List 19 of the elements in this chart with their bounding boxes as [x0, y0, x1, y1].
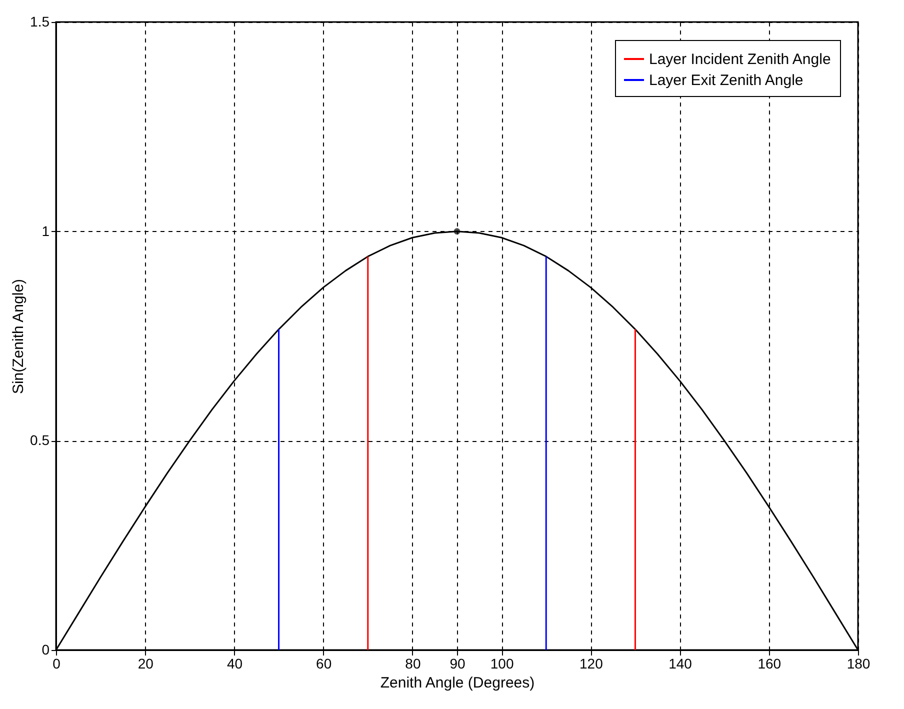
legend-label: Layer Exit Zenith Angle — [649, 72, 804, 89]
x-tick-label: 90 — [450, 656, 466, 672]
x-axis-title: Zenith Angle (Degrees) — [380, 674, 535, 692]
y-axis-title: Sin(Zenith Angle) — [10, 278, 28, 394]
x-tick-label: 20 — [138, 656, 154, 672]
x-tick-label: 0 — [52, 656, 61, 672]
y-tick-label: 1 — [42, 222, 50, 239]
x-tick-label: 180 — [846, 656, 870, 672]
x-tick-label: 120 — [579, 656, 604, 672]
x-tick-label: 80 — [405, 656, 421, 672]
x-tick-label: 100 — [490, 656, 514, 672]
y-tick-label: 0.5 — [30, 432, 50, 448]
x-tick-label: 140 — [668, 656, 692, 672]
y-tick-label: 1.5 — [30, 14, 50, 30]
x-tick-label: 60 — [316, 656, 332, 672]
y-tick-label: 0 — [42, 642, 50, 658]
legend-label: Layer Incident Zenith Angle — [649, 51, 831, 68]
x-tick-label: 160 — [758, 656, 782, 672]
x-tick-label: 40 — [226, 656, 243, 672]
